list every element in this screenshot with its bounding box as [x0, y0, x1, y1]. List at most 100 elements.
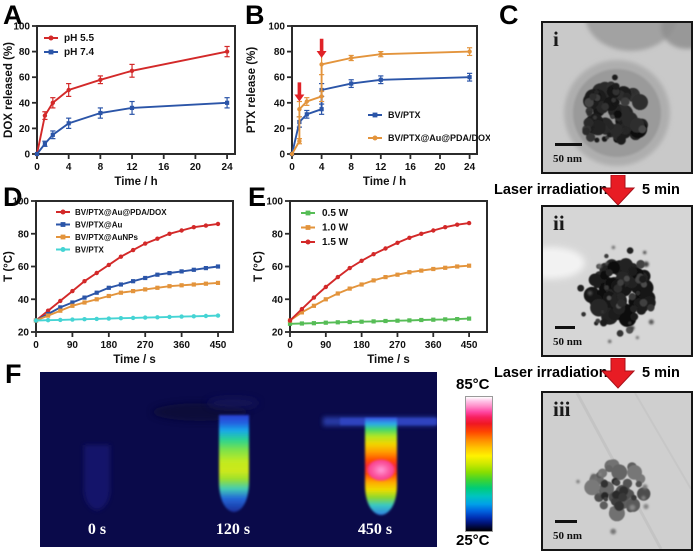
series-line: [35, 222, 219, 322]
svg-text:8: 8: [98, 162, 104, 173]
y-axis-label: T (°C): [3, 251, 15, 282]
thermal-time-120: 120 s: [215, 521, 251, 538]
x-axis-label: Time / s: [113, 354, 156, 366]
svg-text:24: 24: [222, 162, 234, 173]
svg-text:16: 16: [405, 162, 417, 173]
svg-text:360: 360: [173, 340, 190, 351]
tem-label-iii: iii: [553, 397, 571, 421]
thermal-time-0: 0 s: [87, 521, 107, 538]
tem-image-i: i 50 nm: [541, 21, 693, 174]
svg-text:90: 90: [67, 340, 79, 351]
x-axis-label: Time / h: [114, 176, 157, 185]
panel-label-d: D: [3, 182, 23, 212]
thermal-infrared-image: 0 s 120 s 450 s: [40, 372, 437, 547]
svg-text:16: 16: [158, 162, 170, 173]
hotspot: [367, 459, 395, 481]
laser-duration-2: 5 min: [642, 365, 680, 381]
svg-text:270: 270: [389, 340, 406, 351]
legend-entry: BV/PTX@Au@PDA/DOX: [75, 208, 167, 217]
svg-text:180: 180: [100, 340, 117, 351]
y-axis-label: T (°C): [253, 251, 265, 282]
svg-text:60: 60: [18, 262, 30, 273]
svg-text:180: 180: [353, 340, 370, 351]
svg-text:0: 0: [287, 340, 293, 351]
laser-duration-1: 5 min: [642, 182, 680, 198]
tube-120s: [219, 415, 249, 512]
svg-text:20: 20: [19, 124, 31, 135]
panel-label-b: B: [245, 0, 265, 30]
thermal-colorbar: [465, 396, 493, 532]
series-line: [35, 281, 219, 322]
svg-text:360: 360: [425, 340, 442, 351]
svg-text:100: 100: [266, 197, 283, 208]
scalebar-ii: [555, 326, 575, 329]
legend-entry: pH 5.5: [64, 33, 94, 44]
panel-label-f: F: [5, 359, 22, 389]
svg-text:100: 100: [13, 22, 30, 33]
legend-entry: 1.5 W: [322, 237, 349, 248]
scalebar-label-ii: 50 nm: [553, 336, 583, 348]
svg-text:8: 8: [348, 162, 354, 173]
legend-entry: BV/PTX@AuNPs: [75, 233, 138, 242]
laser-step-1: Laser irradiation 5 min: [490, 175, 698, 209]
tem-micrograph-iii: [543, 393, 691, 549]
thermal-canvas: [40, 372, 437, 552]
svg-text:0: 0: [34, 162, 40, 173]
laser-irradiation-label-1: Laser irradiation: [494, 182, 608, 198]
svg-text:4: 4: [66, 162, 72, 173]
tem-label-i: i: [553, 27, 559, 51]
laser-annotation-arrow: [294, 82, 305, 102]
laser-annotation-arrow: [316, 38, 327, 58]
tem-micrograph-i: [543, 23, 691, 172]
svg-text:40: 40: [274, 98, 286, 109]
x-axis-label: Time / s: [367, 354, 410, 366]
svg-text:80: 80: [274, 47, 286, 58]
y-axis-label: PTX release (%): [246, 47, 258, 133]
svg-text:40: 40: [19, 98, 31, 109]
svg-text:450: 450: [210, 340, 227, 351]
svg-text:0: 0: [289, 162, 295, 173]
svg-text:12: 12: [126, 162, 138, 173]
panel-label-c: C: [499, 0, 519, 30]
series-line: [289, 317, 470, 325]
svg-text:20: 20: [18, 328, 30, 339]
svg-text:40: 40: [18, 295, 30, 306]
tube-0s: [84, 445, 110, 510]
svg-text:60: 60: [274, 73, 286, 84]
series-line: [35, 265, 219, 322]
svg-text:4: 4: [319, 162, 325, 173]
svg-text:80: 80: [19, 47, 31, 58]
scalebar-label-i: 50 nm: [553, 153, 583, 165]
panel-label-e: E: [248, 182, 267, 212]
svg-text:0: 0: [33, 340, 39, 351]
red-down-arrow-icon-1: [600, 175, 636, 206]
legend-entry: 1.0 W: [322, 223, 349, 234]
panel-label-a: A: [3, 0, 23, 30]
series-line: [289, 264, 470, 322]
colorbar-max-label: 85°C: [456, 376, 490, 393]
legend-entry: BV/PTX: [388, 110, 421, 120]
tem-image-iii: iii 50 nm: [541, 391, 693, 551]
svg-text:80: 80: [18, 229, 30, 240]
svg-text:20: 20: [190, 162, 202, 173]
tem-image-ii: ii 50 nm: [541, 205, 693, 357]
scalebar-iii: [555, 520, 577, 523]
svg-text:450: 450: [461, 340, 478, 351]
scalebar-i: [555, 143, 582, 146]
svg-text:100: 100: [268, 22, 285, 33]
chart-photothermal-materials: 0 90 180 270 360 450 20 40 60 80 100 Time / s T (°C)…: [0, 185, 245, 375]
legend-entry: 0.5 W: [322, 208, 349, 219]
svg-text:0: 0: [24, 150, 30, 161]
svg-text:270: 270: [137, 340, 154, 351]
svg-text:20: 20: [274, 124, 286, 135]
svg-text:40: 40: [272, 295, 284, 306]
legend-entry: BV/PTX@Au@PDA/DOX: [388, 133, 490, 143]
svg-text:12: 12: [375, 162, 387, 173]
colorbar-min-label: 25°C: [456, 532, 490, 549]
legend-entry: BV/PTX@Au: [75, 221, 122, 230]
scalebar-label-iii: 50 nm: [553, 530, 583, 542]
laser-step-2: Laser irradiation 5 min: [490, 358, 698, 392]
series-line: [289, 222, 470, 322]
svg-text:0: 0: [279, 150, 285, 161]
